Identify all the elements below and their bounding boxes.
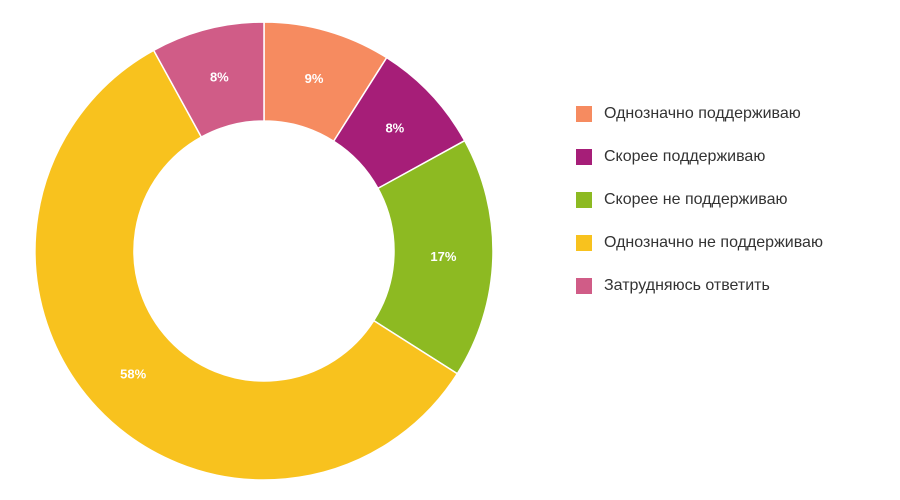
legend-swatch xyxy=(576,105,592,122)
legend-label: Скорее не поддерживаю xyxy=(604,190,788,208)
slice-labels-layer: 9% 8% 17% 58% 8% xyxy=(120,70,457,382)
slice-value-label: 17% xyxy=(430,249,456,264)
donut-slice[interactable] xyxy=(152,21,265,139)
slice-value-label: 9% xyxy=(305,71,324,86)
legend-swatch xyxy=(576,277,592,294)
legend-item[interactable]: Затрудняюсь ответить xyxy=(576,264,886,307)
legend-swatch xyxy=(576,234,592,251)
slices-layer xyxy=(34,21,494,481)
legend-item[interactable]: Скорее не поддерживаю xyxy=(576,178,886,221)
legend-item[interactable]: Однозначно поддерживаю xyxy=(576,92,886,135)
legend-label: Скорее поддерживаю xyxy=(604,147,766,165)
legend-swatch xyxy=(576,148,592,165)
slice-value-label: 8% xyxy=(210,70,229,85)
donut-slice[interactable] xyxy=(34,49,459,481)
legend-item[interactable]: Скорее поддерживаю xyxy=(576,135,886,178)
legend-item[interactable]: Однозначно не поддерживаю xyxy=(576,221,886,264)
legend-swatch xyxy=(576,191,592,208)
legend-label: Однозначно не поддерживаю xyxy=(604,233,823,251)
donut-slice[interactable] xyxy=(372,139,494,375)
legend-label: Затрудняюсь ответить xyxy=(604,276,770,294)
slice-value-label: 8% xyxy=(385,121,404,136)
legend: Однозначно поддерживаю Скорее поддержива… xyxy=(576,92,886,307)
legend-label: Однозначно поддерживаю xyxy=(604,104,801,122)
slice-value-label: 58% xyxy=(120,366,146,381)
